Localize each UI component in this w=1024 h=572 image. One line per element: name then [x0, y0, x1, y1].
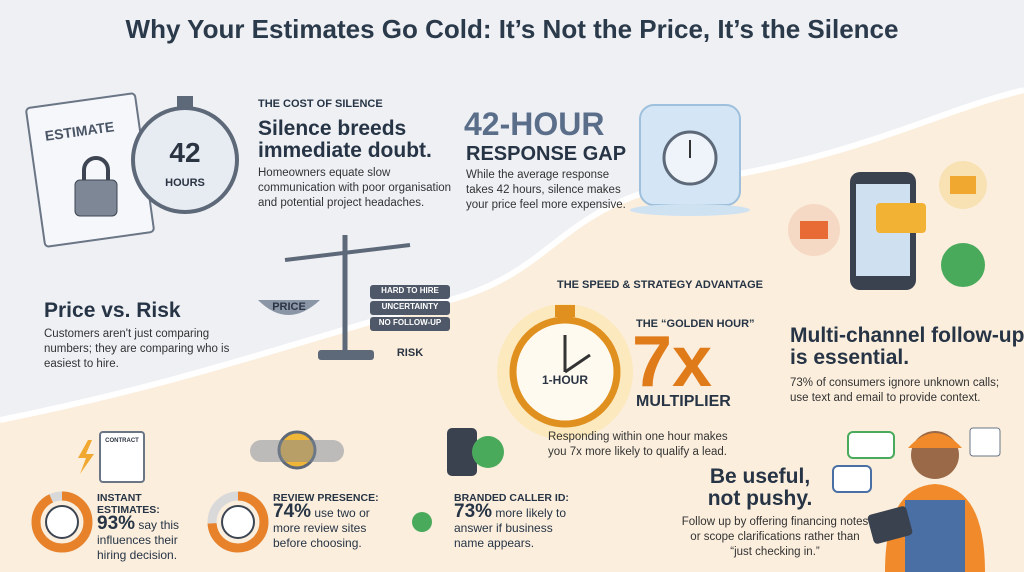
stat-value: 73%: [454, 501, 493, 522]
stat-icons: CONTRACT: [78, 428, 504, 532]
stat: BRANDED CALLER ID: 73% more likely to an…: [454, 492, 574, 551]
kicker: THE COST OF SILENCE: [258, 98, 383, 110]
paragraph: Responding within one hour makes you 7x …: [548, 431, 728, 458]
decoration-rect: [800, 221, 828, 239]
decoration-rect: [847, 431, 895, 459]
decoration-rect: [318, 350, 374, 360]
stat-heading: INSTANT ESTIMATES:: [97, 492, 160, 516]
donut-center: [221, 505, 255, 539]
decoration-rect: [370, 285, 450, 299]
decoration-line: [564, 353, 591, 374]
headline: Be useful, not pushy.: [707, 465, 813, 510]
decoration-rect: [99, 431, 145, 483]
decoration-path: [258, 300, 320, 315]
decoration-rect: [832, 465, 872, 493]
decoration-rect: [177, 96, 193, 108]
scale: PRICE HARD TO HIRE UNCERTAINTY NO FOLLOW…: [258, 235, 450, 360]
decoration-rect: [250, 440, 344, 462]
decoration-rect: [969, 427, 1001, 457]
decoration-rect: [867, 506, 913, 544]
stat-text: more likely to answer if business name a…: [454, 506, 567, 550]
contract-label: CONTRACT: [105, 438, 139, 444]
paragraph: Customers aren't just comparing numbers;…: [44, 328, 230, 370]
decoration-rect: [370, 301, 450, 315]
stat: INSTANT ESTIMATES: 93% say this influenc…: [97, 492, 207, 563]
decoration-circle: [941, 243, 985, 287]
decoration-rect: [447, 428, 477, 476]
scale-label: PRICE: [272, 301, 306, 313]
headline: Multi-channel follow-up is essential.: [790, 324, 1024, 369]
paragraph: While the average response takes 42 hour…: [466, 169, 626, 211]
ice-cube: [630, 104, 750, 216]
decoration-line: [284, 243, 411, 262]
decoration-path: [908, 433, 962, 448]
donut-arc: [207, 491, 269, 553]
stat-heading: BRANDED CALLER ID:: [454, 492, 569, 504]
multiplier-figure: 7x: [632, 322, 713, 402]
kicker: THE SPEED & STRATEGY ADVANTAGE: [557, 279, 763, 291]
headline: RESPONSE GAP: [466, 143, 627, 165]
decoration-rect: [370, 317, 450, 331]
big-figure: 42-HOUR: [464, 106, 605, 142]
clock-label: 1-HOUR: [542, 373, 588, 387]
clock: 1-HOUR: [497, 304, 633, 440]
risk-item: UNCERTAINTY: [382, 302, 439, 311]
paragraph: Follow up by offering financing notes or…: [681, 516, 869, 558]
decoration-path: [78, 440, 94, 474]
golden-hour: THE “GOLDEN HOUR”: [636, 318, 755, 330]
phone-channels: [788, 161, 987, 290]
decoration-rect: [74, 179, 118, 217]
person: [832, 427, 1001, 572]
decoration-rect: [555, 305, 575, 317]
stat-heading: REVIEW PRESENCE:: [273, 492, 379, 504]
risk-item: NO FOLLOW-UP: [379, 318, 442, 327]
donut-arc: [31, 491, 93, 553]
paragraph: 73% of consumers ignore unknown calls; u…: [790, 377, 1000, 404]
decoration-rect: [950, 176, 976, 194]
stat-value: 74%: [273, 501, 312, 522]
stat-text: use two or more review sites before choo…: [273, 506, 370, 550]
stat-value: 93%: [97, 513, 136, 534]
risk-item: HARD TO HIRE: [381, 286, 439, 295]
decoration-rect: [876, 203, 926, 233]
decoration-ellipse: [630, 204, 750, 216]
decoration-rect: [905, 500, 965, 572]
title: Why Your Estimates Go Cold: It’s Not the…: [125, 14, 899, 44]
decoration-path: [82, 156, 110, 180]
stat: REVIEW PRESENCE: 74% use two or more rev…: [273, 492, 383, 551]
donuts: [31, 491, 269, 553]
timer-unit: HOURS: [165, 177, 205, 189]
paragraph: Homeowners equate slow communication wit…: [258, 167, 452, 209]
headline: Price vs. Risk: [44, 299, 181, 322]
stat-text: say this influences their hiring decisio…: [97, 518, 180, 562]
donut-center: [45, 505, 79, 539]
decoration-circle: [412, 512, 432, 532]
wave-edge: [0, 87, 1024, 423]
scale-label: RISK: [397, 347, 423, 359]
timer-number: 42: [169, 137, 200, 168]
multiplier-label: MULTIPLIER: [636, 393, 731, 410]
estimate-illustration: ESTIMATE 42 HOURS: [25, 92, 239, 248]
headline: Silence breeds immediate doubt.: [258, 117, 432, 162]
decoration-circle: [472, 436, 504, 468]
